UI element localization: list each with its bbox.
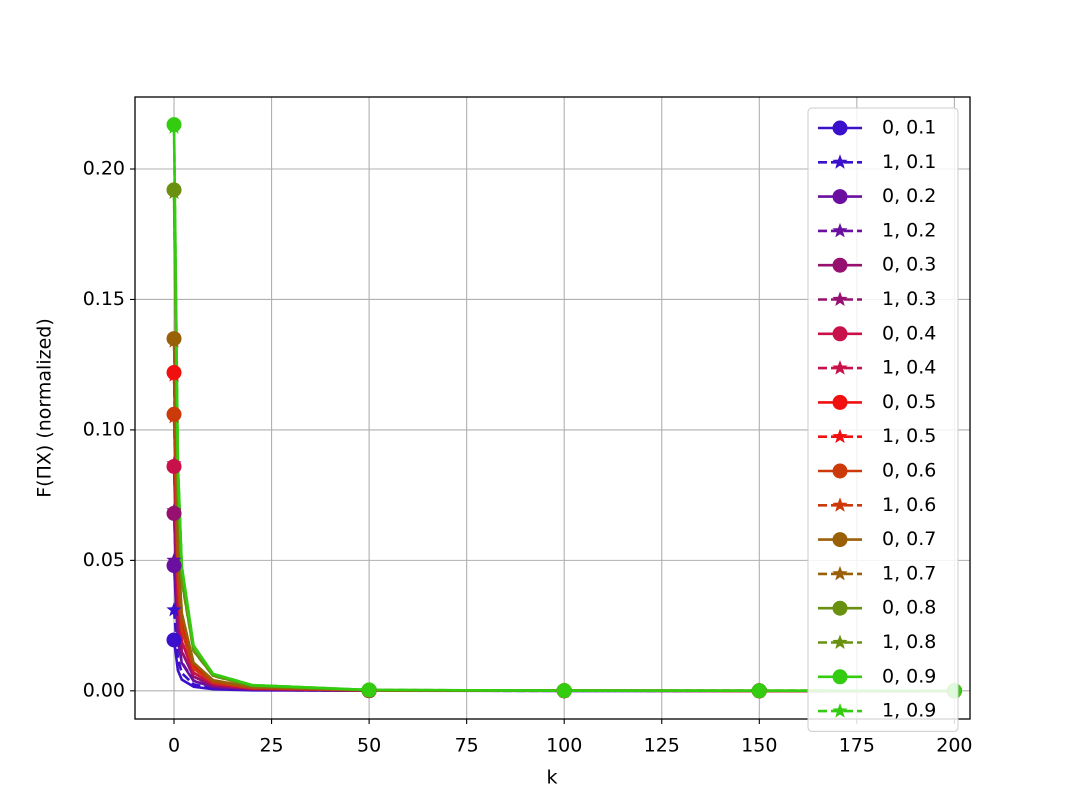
legend-label: 0, 0.7 xyxy=(882,528,936,550)
marker xyxy=(832,326,848,342)
x-tick-label: 200 xyxy=(936,735,972,757)
x-tick-label: 100 xyxy=(546,735,582,757)
x-tick-label: 75 xyxy=(455,735,479,757)
y-tick-label: 0.00 xyxy=(83,679,125,701)
marker xyxy=(166,184,182,199)
legend-label: 0, 0.9 xyxy=(882,665,936,687)
marker xyxy=(166,367,182,382)
ticks: 0 25 50 75 100 125 150 175 200 0.00 0.05 0.10 0.15 0.… xyxy=(83,158,973,757)
x-tick-label: 150 xyxy=(741,735,777,757)
legend-label: 0, 0.5 xyxy=(882,391,936,413)
y-tick-label: 0.10 xyxy=(83,418,125,440)
marker xyxy=(166,502,182,518)
marker xyxy=(832,669,848,685)
series-line xyxy=(172,416,955,693)
y-tick-label: 0.15 xyxy=(83,288,125,310)
legend-label: 0, 0.8 xyxy=(882,597,936,619)
legend-label: 1, 0.2 xyxy=(882,219,936,241)
marker xyxy=(832,497,848,512)
marker xyxy=(832,463,848,479)
marker xyxy=(166,333,182,348)
marker xyxy=(166,455,182,471)
marker xyxy=(832,291,848,306)
marker xyxy=(166,408,182,424)
x-axis-label: k xyxy=(546,767,557,789)
marker xyxy=(832,257,848,273)
x-tick-label: 25 xyxy=(259,735,283,757)
x-tick-label: 50 xyxy=(357,735,381,757)
marker xyxy=(832,154,848,169)
x-tick-label: 125 xyxy=(644,735,680,757)
y-axis-label: F(ΠX) (normalized) xyxy=(34,318,56,498)
series-line xyxy=(172,127,955,693)
legend: 0, 0.1 1, 0.1 0, 0.2 1, 0.2 0, 0.3 1, 0.3 0, 0… xyxy=(807,107,959,732)
marker xyxy=(832,532,848,548)
marker xyxy=(361,681,377,697)
legend-label: 1, 0.4 xyxy=(882,357,936,379)
marker xyxy=(832,394,848,410)
legend-label: 0, 0.6 xyxy=(882,460,936,482)
marker xyxy=(832,565,848,581)
marker xyxy=(832,222,848,238)
x-tick-label: 0 xyxy=(168,735,180,757)
legend-label: 0, 0.1 xyxy=(882,117,936,139)
marker xyxy=(832,360,848,375)
x-tick-label: 175 xyxy=(839,735,875,757)
marker xyxy=(166,558,182,574)
legend-label: 0, 0.3 xyxy=(882,254,936,276)
marker xyxy=(166,552,182,567)
axes-frame xyxy=(134,96,971,720)
marker xyxy=(832,634,848,649)
legend-label: 0, 0.2 xyxy=(882,185,936,207)
marker xyxy=(832,703,848,718)
marker xyxy=(832,120,848,136)
legend-label: 1, 0.9 xyxy=(882,700,936,722)
marker xyxy=(832,428,848,444)
legend-label: 1, 0.5 xyxy=(882,425,936,447)
marker xyxy=(166,601,182,617)
legend-label: 1, 0.8 xyxy=(882,631,936,653)
legend-label: 1, 0.6 xyxy=(882,494,936,516)
marker xyxy=(832,189,848,205)
legend-label: 0, 0.4 xyxy=(882,322,936,344)
legend-label: 1, 0.3 xyxy=(882,288,936,310)
marker xyxy=(166,119,182,134)
legend-label: 1, 0.7 xyxy=(882,562,936,584)
y-tick-label: 0.20 xyxy=(83,158,125,180)
marker xyxy=(556,682,572,698)
marker xyxy=(832,600,848,616)
marker xyxy=(751,682,767,698)
y-tick-label: 0.05 xyxy=(83,549,125,571)
legend-label: 1, 0.1 xyxy=(882,151,936,173)
marker xyxy=(166,632,182,648)
